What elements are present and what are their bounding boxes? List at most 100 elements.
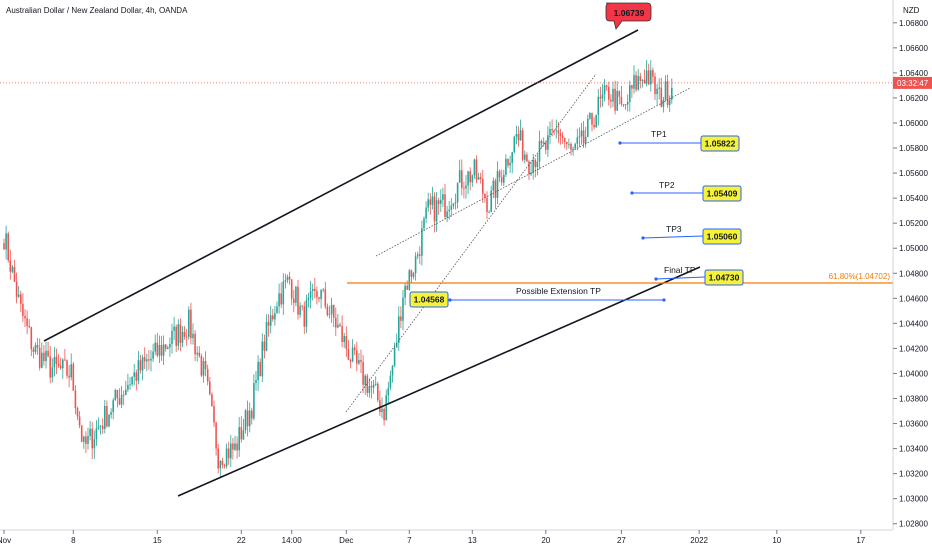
candle-body: [337, 324, 339, 328]
candle-body: [639, 76, 642, 81]
candle-body: [578, 136, 581, 138]
candle-body: [381, 408, 383, 413]
candle-body: [479, 177, 482, 179]
candle-body: [465, 185, 467, 189]
candle-body: [341, 326, 343, 342]
upper-channel-line[interactable]: [43, 29, 639, 342]
candle-body: [17, 294, 20, 297]
candle-body: [408, 270, 411, 290]
candle-body: [267, 321, 270, 326]
lower-channel-line[interactable]: [177, 266, 701, 497]
candle-body: [318, 297, 320, 299]
candle-body: [433, 196, 436, 222]
candle-body: [532, 159, 534, 173]
candle-body: [599, 96, 602, 99]
candle-body: [49, 356, 51, 378]
candle-body: [343, 335, 345, 342]
candle-body: [631, 85, 633, 89]
candle-body: [448, 209, 450, 212]
time-tick-label: 10: [772, 536, 781, 545]
steep-trend-line[interactable]: [345, 73, 597, 413]
candle-body: [131, 376, 133, 385]
candle-body: [503, 174, 505, 183]
candle-body: [38, 347, 41, 368]
candle-body: [366, 375, 369, 393]
tp3-line[interactable]: [642, 235, 704, 239]
candle-body: [141, 357, 144, 371]
candle-body: [416, 254, 419, 257]
candle-body: [351, 347, 354, 362]
candle-body: [185, 336, 188, 338]
candle-body: [167, 347, 169, 349]
candle-body: [255, 380, 257, 383]
time-tick-label: 14:00: [282, 536, 303, 545]
candle-body: [322, 289, 324, 291]
candle-body: [139, 360, 142, 371]
tp2-price-box[interactable]: [702, 185, 742, 202]
candle-body: [412, 273, 415, 277]
price-tick-label: 1.05600: [899, 169, 928, 178]
candle-body: [347, 348, 350, 360]
time-tick-label: 17: [856, 536, 865, 545]
tp3-start-dot: [641, 236, 645, 240]
candle-body: [509, 162, 511, 166]
candle-body: [664, 81, 667, 100]
candle-body: [402, 297, 404, 321]
candle-body: [22, 303, 24, 316]
candle-body: [505, 158, 507, 175]
candle-body: [284, 280, 287, 282]
candle-body: [116, 389, 119, 399]
chart-title: Australian Dollar / New Zealand Dollar, …: [6, 6, 188, 15]
candle-body: [654, 76, 656, 95]
candle-body: [555, 130, 558, 132]
candle-body: [618, 90, 621, 97]
candle-body: [652, 70, 654, 77]
candle-body: [225, 448, 228, 467]
candle-body: [234, 443, 236, 450]
tp2-start-dot: [630, 191, 634, 195]
candle-body: [584, 136, 587, 144]
candle-body: [377, 383, 379, 401]
tp3-price-box[interactable]: [702, 228, 742, 245]
candle-body: [246, 410, 249, 427]
candle-body: [143, 357, 146, 362]
candle-body: [43, 352, 45, 362]
candle-body: [507, 158, 509, 166]
candle-body: [83, 436, 85, 442]
candle-body: [521, 130, 524, 160]
candle-body: [442, 194, 444, 200]
candle-body: [133, 372, 135, 377]
final-tp-price-box[interactable]: [704, 269, 744, 286]
tp1-price-box[interactable]: [700, 135, 740, 152]
candle-body: [303, 306, 306, 327]
candle-body: [563, 137, 566, 142]
candle-body: [524, 154, 526, 160]
candle-body: [72, 364, 75, 391]
candle-body: [450, 205, 453, 210]
candle-body: [215, 422, 217, 449]
final-tp-line[interactable]: [655, 276, 706, 280]
candle-body: [488, 211, 490, 213]
candle-body: [389, 375, 392, 388]
candle-body: [637, 76, 639, 90]
current-time-badge: [893, 76, 932, 89]
candle-body: [274, 313, 276, 320]
candle-body: [517, 133, 520, 141]
peak-price-label: 1.06739: [614, 8, 645, 18]
candle-body: [156, 342, 159, 356]
possible-extension-tp-price-box[interactable]: [409, 291, 449, 308]
candle-body: [177, 324, 180, 346]
price-tick-label: 1.06800: [899, 19, 928, 28]
candle-body: [188, 309, 190, 337]
candle-body: [513, 136, 516, 153]
support-trend-line[interactable]: [375, 87, 691, 257]
candle-body: [494, 180, 497, 198]
candle-body: [299, 305, 301, 315]
candle-body: [173, 326, 175, 331]
candle-body: [59, 365, 62, 369]
candle-body: [595, 114, 597, 128]
candle-body: [662, 99, 665, 107]
candle-body: [622, 104, 625, 105]
candle-body: [561, 135, 564, 138]
